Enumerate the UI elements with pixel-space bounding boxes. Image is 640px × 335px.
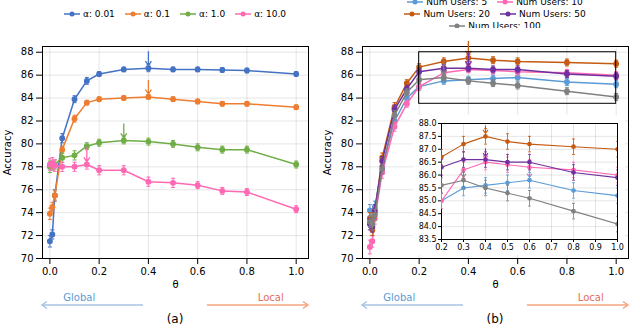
svg-text:1.0: 1.0 — [288, 266, 304, 277]
svg-text:86: 86 — [341, 69, 354, 80]
svg-text:0.0: 0.0 — [362, 266, 378, 277]
html-text:α: 1.0: α: 1.0 — [199, 9, 226, 19]
html-text:Num Users: 20: Num Users: 20 — [423, 9, 490, 19]
svg-text:83.5: 83.5 — [419, 235, 437, 244]
html-text:α: 0.01: α: 0.01 — [83, 9, 115, 19]
svg-text:Local: Local — [578, 292, 604, 303]
svg-text:0.5: 0.5 — [501, 243, 514, 252]
svg-text:88: 88 — [341, 46, 354, 57]
svg-text:70: 70 — [21, 253, 34, 264]
svg-text:84.5: 84.5 — [419, 209, 437, 218]
svg-text:0.8: 0.8 — [567, 243, 580, 252]
svg-text:θ: θ — [172, 279, 178, 290]
svg-text:76: 76 — [21, 184, 34, 195]
svg-text:74: 74 — [341, 207, 354, 218]
svg-text:0.9: 0.9 — [589, 243, 602, 252]
svg-text:Global: Global — [63, 292, 95, 303]
svg-text:Global: Global — [383, 292, 415, 303]
svg-text:82: 82 — [21, 115, 34, 126]
html-text:(a): (a) — [166, 312, 184, 326]
svg-text:Accuracy: Accuracy — [2, 130, 13, 176]
svg-text:84: 84 — [341, 92, 354, 103]
svg-text:0.7: 0.7 — [545, 243, 558, 252]
svg-text:0.8: 0.8 — [239, 266, 255, 277]
svg-text:1.0: 1.0 — [611, 243, 624, 252]
svg-text:0.2: 0.2 — [91, 266, 107, 277]
svg-text:1.0: 1.0 — [608, 266, 624, 277]
svg-text:72: 72 — [21, 230, 34, 241]
svg-text:70: 70 — [341, 253, 354, 264]
svg-text:80: 80 — [21, 138, 34, 149]
svg-text:76: 76 — [341, 184, 354, 195]
svg-text:0.6: 0.6 — [523, 243, 536, 252]
svg-text:Local: Local — [258, 292, 284, 303]
svg-text:86.0: 86.0 — [419, 171, 437, 180]
svg-text:85.0: 85.0 — [419, 196, 437, 205]
html-text:α: 10.0: α: 10.0 — [254, 9, 286, 19]
svg-text:0.6: 0.6 — [510, 266, 526, 277]
svg-text:84: 84 — [21, 92, 34, 103]
svg-text:Accuracy: Accuracy — [322, 130, 333, 176]
svg-text:87.5: 87.5 — [419, 132, 437, 141]
svg-text:0.3: 0.3 — [457, 243, 470, 252]
svg-text:88: 88 — [21, 46, 34, 57]
svg-text:84.0: 84.0 — [419, 222, 437, 231]
svg-text:82: 82 — [341, 115, 354, 126]
svg-text:80: 80 — [341, 138, 354, 149]
html-text:α: 0.1: α: 0.1 — [143, 9, 170, 19]
svg-text:0.0: 0.0 — [42, 266, 58, 277]
svg-text:78: 78 — [21, 161, 34, 172]
svg-text:0.4: 0.4 — [479, 243, 492, 252]
svg-text:85.5: 85.5 — [419, 184, 437, 193]
svg-text:87.0: 87.0 — [419, 145, 437, 154]
svg-text:θ: θ — [492, 279, 498, 290]
svg-text:0.6: 0.6 — [190, 266, 206, 277]
svg-text:0.2: 0.2 — [435, 243, 448, 252]
svg-text:78: 78 — [341, 161, 354, 172]
svg-text:72: 72 — [341, 230, 354, 241]
svg-text:0.8: 0.8 — [559, 266, 575, 277]
svg-text:88.0: 88.0 — [419, 119, 437, 128]
html-text:(b): (b) — [486, 312, 504, 326]
svg-text:0.2: 0.2 — [411, 266, 427, 277]
html-text:Num Users: 100: Num Users: 100 — [468, 21, 541, 31]
html-text:Num Users: 50: Num Users: 50 — [519, 9, 586, 19]
svg-text:0.4: 0.4 — [460, 266, 476, 277]
svg-text:86.5: 86.5 — [419, 158, 437, 167]
svg-text:86: 86 — [21, 69, 34, 80]
svg-text:0.4: 0.4 — [140, 266, 156, 277]
svg-text:74: 74 — [21, 207, 34, 218]
